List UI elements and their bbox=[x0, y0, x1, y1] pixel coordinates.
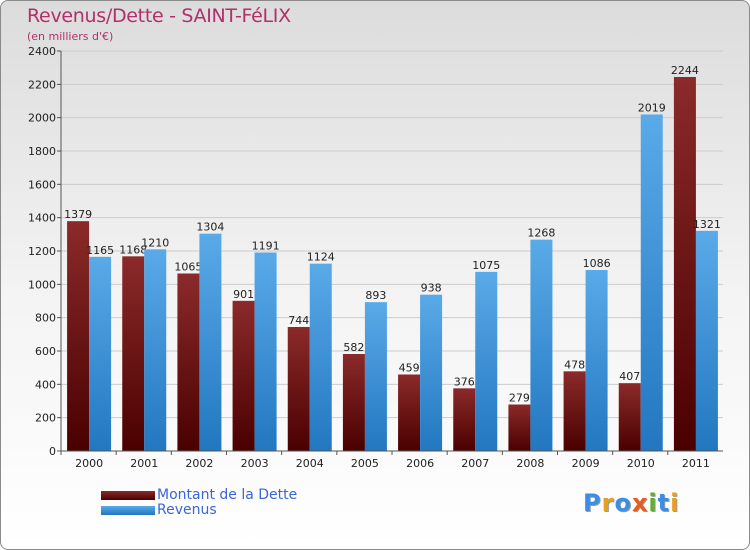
chart-subtitle: (en milliers d'€) bbox=[27, 30, 114, 43]
logo-letter: P bbox=[583, 489, 602, 517]
legend-item-revenue: Revenus bbox=[101, 502, 217, 518]
legend-label-debt: Montant de la Dette bbox=[157, 487, 298, 503]
legend-item-debt: Montant de la Dette bbox=[101, 487, 297, 503]
bar-debt bbox=[232, 300, 255, 451]
y-tick-label: 1600 bbox=[28, 178, 56, 191]
data-label-debt: 376 bbox=[454, 375, 475, 388]
logo-letter: i bbox=[670, 489, 680, 517]
bar-debt bbox=[618, 383, 641, 451]
data-label-revenue: 1086 bbox=[583, 257, 611, 270]
y-tick-label: 0 bbox=[49, 445, 56, 458]
y-tick-label: 1400 bbox=[28, 212, 56, 225]
data-label-debt: 478 bbox=[564, 358, 585, 371]
y-tick-label: 200 bbox=[35, 412, 56, 425]
bar-revenue bbox=[695, 230, 718, 451]
bar-revenue bbox=[89, 256, 112, 451]
bar-debt bbox=[673, 77, 696, 451]
data-label-revenue: 1165 bbox=[86, 244, 114, 257]
bar-revenue bbox=[199, 233, 222, 451]
bar-revenue bbox=[640, 114, 663, 451]
bar-debt bbox=[177, 273, 200, 451]
data-label-revenue: 1191 bbox=[252, 240, 280, 253]
y-tick-label: 600 bbox=[35, 345, 56, 358]
y-tick-label: 800 bbox=[35, 312, 56, 325]
bar-revenue bbox=[364, 302, 387, 451]
y-tick-label: 2200 bbox=[28, 78, 56, 91]
data-label-debt: 1168 bbox=[119, 243, 147, 256]
bar-debt bbox=[398, 374, 421, 451]
bar-revenue bbox=[530, 239, 553, 451]
x-tick-label: 2011 bbox=[682, 457, 710, 470]
x-tick-label: 2000 bbox=[75, 457, 103, 470]
bar-revenue bbox=[254, 252, 277, 451]
legend-swatch-debt bbox=[101, 490, 155, 500]
bar-revenue bbox=[309, 263, 332, 451]
bar-revenue bbox=[585, 270, 608, 451]
data-label-revenue: 1268 bbox=[527, 227, 555, 240]
chart-title: Revenus/Dette - SAINT-FéLIX bbox=[27, 5, 291, 27]
data-label-revenue: 1321 bbox=[693, 218, 721, 231]
bar-revenue bbox=[420, 294, 443, 451]
grid bbox=[61, 50, 723, 452]
data-label-debt: 901 bbox=[233, 288, 254, 301]
x-tick-label: 2002 bbox=[185, 457, 213, 470]
x-tick-label: 2006 bbox=[406, 457, 434, 470]
y-tick-label: 2400 bbox=[28, 45, 56, 58]
bar-debt bbox=[287, 327, 310, 451]
bar-debt bbox=[122, 256, 145, 451]
data-label-revenue: 938 bbox=[421, 282, 442, 295]
data-label-revenue: 1075 bbox=[472, 259, 500, 272]
logo-letter: o bbox=[614, 489, 632, 517]
x-tick-label: 2007 bbox=[461, 457, 489, 470]
data-label-debt: 744 bbox=[288, 314, 309, 327]
bar-debt bbox=[453, 388, 476, 451]
proxiti-logo: Proxiti bbox=[583, 489, 679, 517]
axes: 0 200 400 600 800 1000 1200 1400 1600 1800 2000 220… bbox=[28, 45, 723, 470]
x-tick-label: 2009 bbox=[572, 457, 600, 470]
bar-debt bbox=[563, 371, 586, 451]
x-tick-label: 2001 bbox=[130, 457, 158, 470]
legend-label-revenue: Revenus bbox=[157, 502, 217, 518]
bar-revenue bbox=[144, 249, 167, 451]
data-label-debt: 2244 bbox=[671, 64, 699, 77]
data-label-debt: 459 bbox=[399, 362, 420, 375]
bar-debt bbox=[67, 221, 90, 451]
x-tick-label: 2003 bbox=[241, 457, 269, 470]
y-tick-label: 400 bbox=[35, 378, 56, 391]
data-label-revenue: 1210 bbox=[141, 236, 169, 249]
logo-letter: i bbox=[648, 489, 658, 517]
x-tick-label: 2008 bbox=[516, 457, 544, 470]
bar-revenue bbox=[475, 271, 498, 451]
bar-debt bbox=[342, 354, 365, 451]
data-label-debt: 407 bbox=[619, 370, 640, 383]
x-tick-label: 2010 bbox=[627, 457, 655, 470]
legend-swatch-revenue bbox=[101, 505, 155, 515]
x-tick-label: 2004 bbox=[296, 457, 324, 470]
logo-letter: t bbox=[657, 489, 671, 517]
y-tick-label: 1000 bbox=[28, 278, 56, 291]
data-label-debt: 1065 bbox=[174, 261, 202, 274]
data-label-revenue: 2019 bbox=[638, 102, 666, 115]
data-label-revenue: 1124 bbox=[307, 251, 335, 264]
y-tick-label: 2000 bbox=[28, 112, 56, 125]
bar-debt bbox=[508, 404, 531, 451]
logo-letter: x bbox=[631, 489, 649, 517]
data-label-debt: 279 bbox=[509, 392, 530, 405]
x-tick-label: 2005 bbox=[351, 457, 379, 470]
y-tick-label: 1800 bbox=[28, 145, 56, 158]
data-label-debt: 582 bbox=[343, 341, 364, 354]
data-label-debt: 1379 bbox=[64, 208, 92, 221]
data-label-revenue: 893 bbox=[365, 289, 386, 302]
data-label-revenue: 1304 bbox=[196, 221, 224, 234]
logo-letter: r bbox=[601, 489, 615, 517]
y-tick-label: 1200 bbox=[28, 245, 56, 258]
